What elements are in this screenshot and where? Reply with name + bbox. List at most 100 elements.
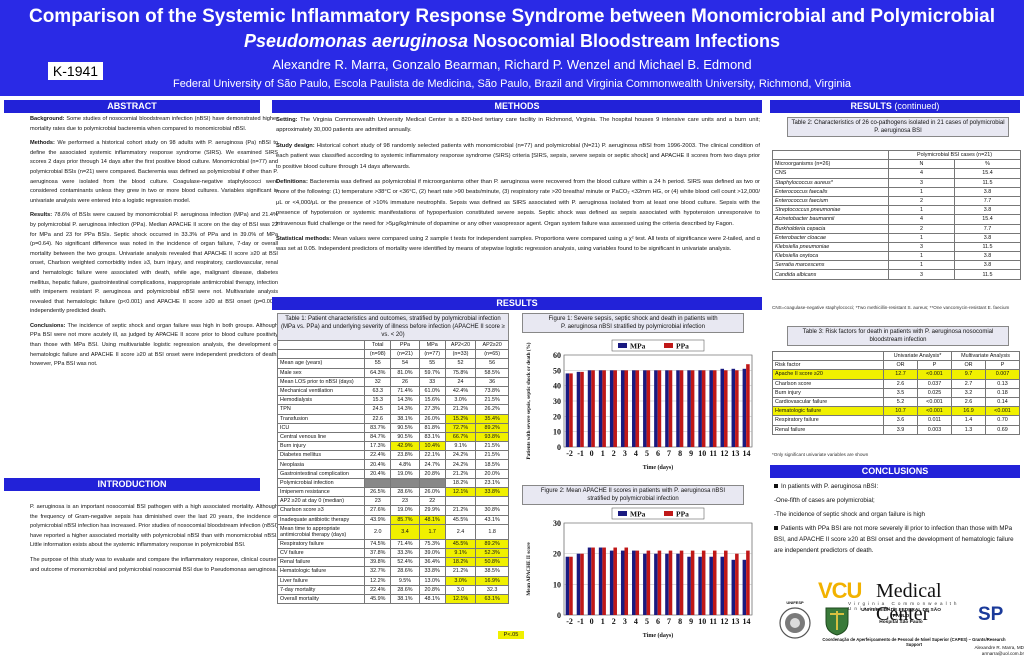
y-tick-label: 0	[557, 443, 561, 452]
conclusions-intro-text: In patients with P. aeruginosa nBSI:	[781, 483, 879, 490]
x-tick-label: -2	[566, 617, 573, 626]
contact-info: Alexandre R. Marra, MD armarra@uol.com.b…	[900, 645, 1024, 657]
x-tick-label: 10	[698, 617, 706, 626]
bar-mpa	[632, 550, 636, 615]
abstract-background-label: Background:	[30, 116, 65, 122]
table1-value-cell: 4.8%	[390, 459, 420, 470]
figure1-chart: 0 10 20 30 40 50 60 -2 -1 0 1 2 3 4 5 6 7 8 9 10 11 12 13 14 Tim…	[522, 337, 760, 473]
table2-value-cell: 4	[888, 168, 955, 179]
x-tick-label: 6	[656, 449, 660, 458]
table-row: Serratia marcescens 1 3.8	[772, 260, 1021, 271]
table1-value-cell: 84.7%	[364, 431, 392, 443]
table2-value-cell: 11.5	[954, 241, 1021, 253]
y-axis-label: Patients with severe sepsis, septic shoc…	[525, 342, 532, 459]
table1-value-cell: 26.0%	[418, 486, 446, 498]
bar-mpa	[565, 556, 570, 615]
table3-value-cell: <0.001	[984, 406, 1021, 417]
table-row: Male sex 64.3% 81.0% 59.7% 75.8% 58.5%	[276, 367, 509, 378]
table3-value-cell: 0.037	[917, 378, 952, 389]
table1-value-cell: 9.1%	[444, 547, 477, 559]
table2-organism-cell: Serratia marcescens	[772, 260, 889, 271]
table1-value-cell: 20.8%	[418, 468, 446, 479]
methods-stats-label: Statistical methods:	[276, 236, 332, 243]
table2: Polymicrobial BSI cases (n=21) Microorgan…	[772, 149, 1021, 280]
table1-value-cell: 15.3	[364, 395, 392, 406]
bar-ppa	[712, 550, 717, 615]
table1-subheader-cell: (n=21)	[390, 349, 420, 360]
table1-value-cell: 12.2%	[364, 575, 392, 586]
y-tick-label: 10	[553, 580, 561, 589]
table2-group-header: Polymicrobial BSI cases (n=21)	[888, 149, 1021, 161]
table-row: Central venous line 84.7% 90.5% 83.1% 66.7% 9…	[276, 431, 509, 443]
table3-value-cell: <0.001	[917, 396, 952, 408]
abstract-conclusions-label: Conclusions:	[30, 322, 66, 329]
bar-ppa	[657, 370, 662, 447]
table3-value-cell: 3.9	[883, 424, 918, 435]
table1-value-cell: 13.0%	[418, 575, 446, 586]
x-tick-label: 6	[656, 617, 660, 626]
bar-mpa	[698, 556, 702, 615]
table3-value-cell: 1.4	[951, 415, 986, 426]
table2-organism-cell: Candida albicans	[772, 269, 889, 280]
table3-value-cell: 0.011	[917, 415, 952, 426]
table-row: TPN 24.5 14.3% 27.3% 21.2% 26.2%	[276, 404, 509, 415]
title-rest: Nosocomial Bloodstream Infections	[468, 31, 781, 51]
abstract-conclusions-text: The incidence of septic shock and organ …	[30, 322, 279, 368]
table1-value-cell: 52	[444, 358, 477, 369]
table1-value-cell: 38.1%	[390, 413, 420, 424]
bar-mpa	[665, 553, 669, 615]
table2-value-cell: 1	[888, 232, 955, 243]
table-row: Gastrointestinal complication 20.4% 19.0% 2…	[276, 468, 509, 479]
bar-mpa	[720, 556, 725, 615]
poster-title-line1: Comparison of the Systemic Inflammatory …	[28, 6, 996, 27]
table1-value-cell: 50.8%	[475, 557, 509, 568]
table3-value-cell: 10.7	[883, 406, 918, 417]
x-tick-label: 11	[710, 449, 718, 458]
bar-mpa	[665, 370, 669, 447]
table1-header-cell: AP2≥20	[475, 339, 509, 351]
table3-value-cell: 3.6	[883, 415, 918, 426]
legend-label: PPa	[676, 342, 689, 351]
x-tick-label: 3	[623, 449, 627, 458]
table1-value-cell: 59.7%	[418, 367, 446, 378]
table1-value-cell: 20.4%	[364, 468, 392, 479]
figure1-caption: Figure 1: Severe sepsis, septic shock an…	[522, 313, 744, 333]
table-row: Polymicrobial infection 18.2% 23.1%	[276, 477, 509, 489]
methods-setting-label: Setting:	[276, 117, 298, 123]
table-row: Respiratory failure 3.6 0.011 1.4 0.70	[771, 415, 1021, 426]
table2-value-cell: 3.8	[954, 251, 1021, 262]
poster-title-line2: Pseudomonas aeruginosa Nosocomial Bloods…	[0, 31, 1024, 52]
table1-value-cell	[444, 496, 477, 507]
table1-value-cell: 55	[364, 358, 392, 369]
methods-setting-text: The Virginia Commonwealth University Med…	[276, 117, 760, 134]
bar-mpa	[687, 370, 691, 447]
x-tick-label: 13	[731, 617, 739, 626]
bar-ppa	[712, 370, 717, 447]
table2-organism-cell: CNS	[772, 168, 889, 179]
table1-label-cell: Neoplasia	[276, 459, 366, 470]
table1-value-cell: 73.8%	[475, 385, 509, 397]
methods-design-label: Study design:	[276, 142, 315, 149]
table1-value-cell: 36	[475, 376, 509, 387]
table2-header-cell: Microorganisms (n=26)	[772, 159, 889, 170]
x-tick-label: 0	[590, 449, 594, 458]
table3-label-cell: Respiratory failure	[771, 415, 885, 426]
table-row: Diabetes mellitus 22.4% 23.8% 22.1% 24.2% 21.…	[276, 450, 509, 461]
table1-value-cell: 52.4%	[390, 557, 420, 568]
table3: Univariate Analysis* Multivariate Analysi…	[771, 350, 1021, 435]
table1-value-cell: 81.8%	[418, 422, 446, 433]
table3-value-cell: 0.007	[984, 369, 1021, 380]
legend-box	[611, 507, 705, 520]
table1-value-cell: 26.5%	[364, 486, 392, 498]
table1-value-cell: 90.5%	[390, 422, 420, 433]
table3-value-cell: 9.7	[951, 369, 986, 380]
table1-header-cell: Total	[364, 339, 392, 351]
table1-value-cell: 89.2%	[475, 422, 509, 433]
table1-value-cell: 28.6%	[390, 584, 420, 595]
results-heading: RESULTS	[272, 297, 762, 310]
table2-value-cell: 7.7	[954, 195, 1021, 207]
table1-value-cell: 32.7%	[364, 566, 392, 577]
table-row: Renal failure 39.8% 52.4% 36.4% 18.2% 50.8%	[276, 557, 509, 568]
table2-value-cell: 1	[888, 186, 955, 197]
